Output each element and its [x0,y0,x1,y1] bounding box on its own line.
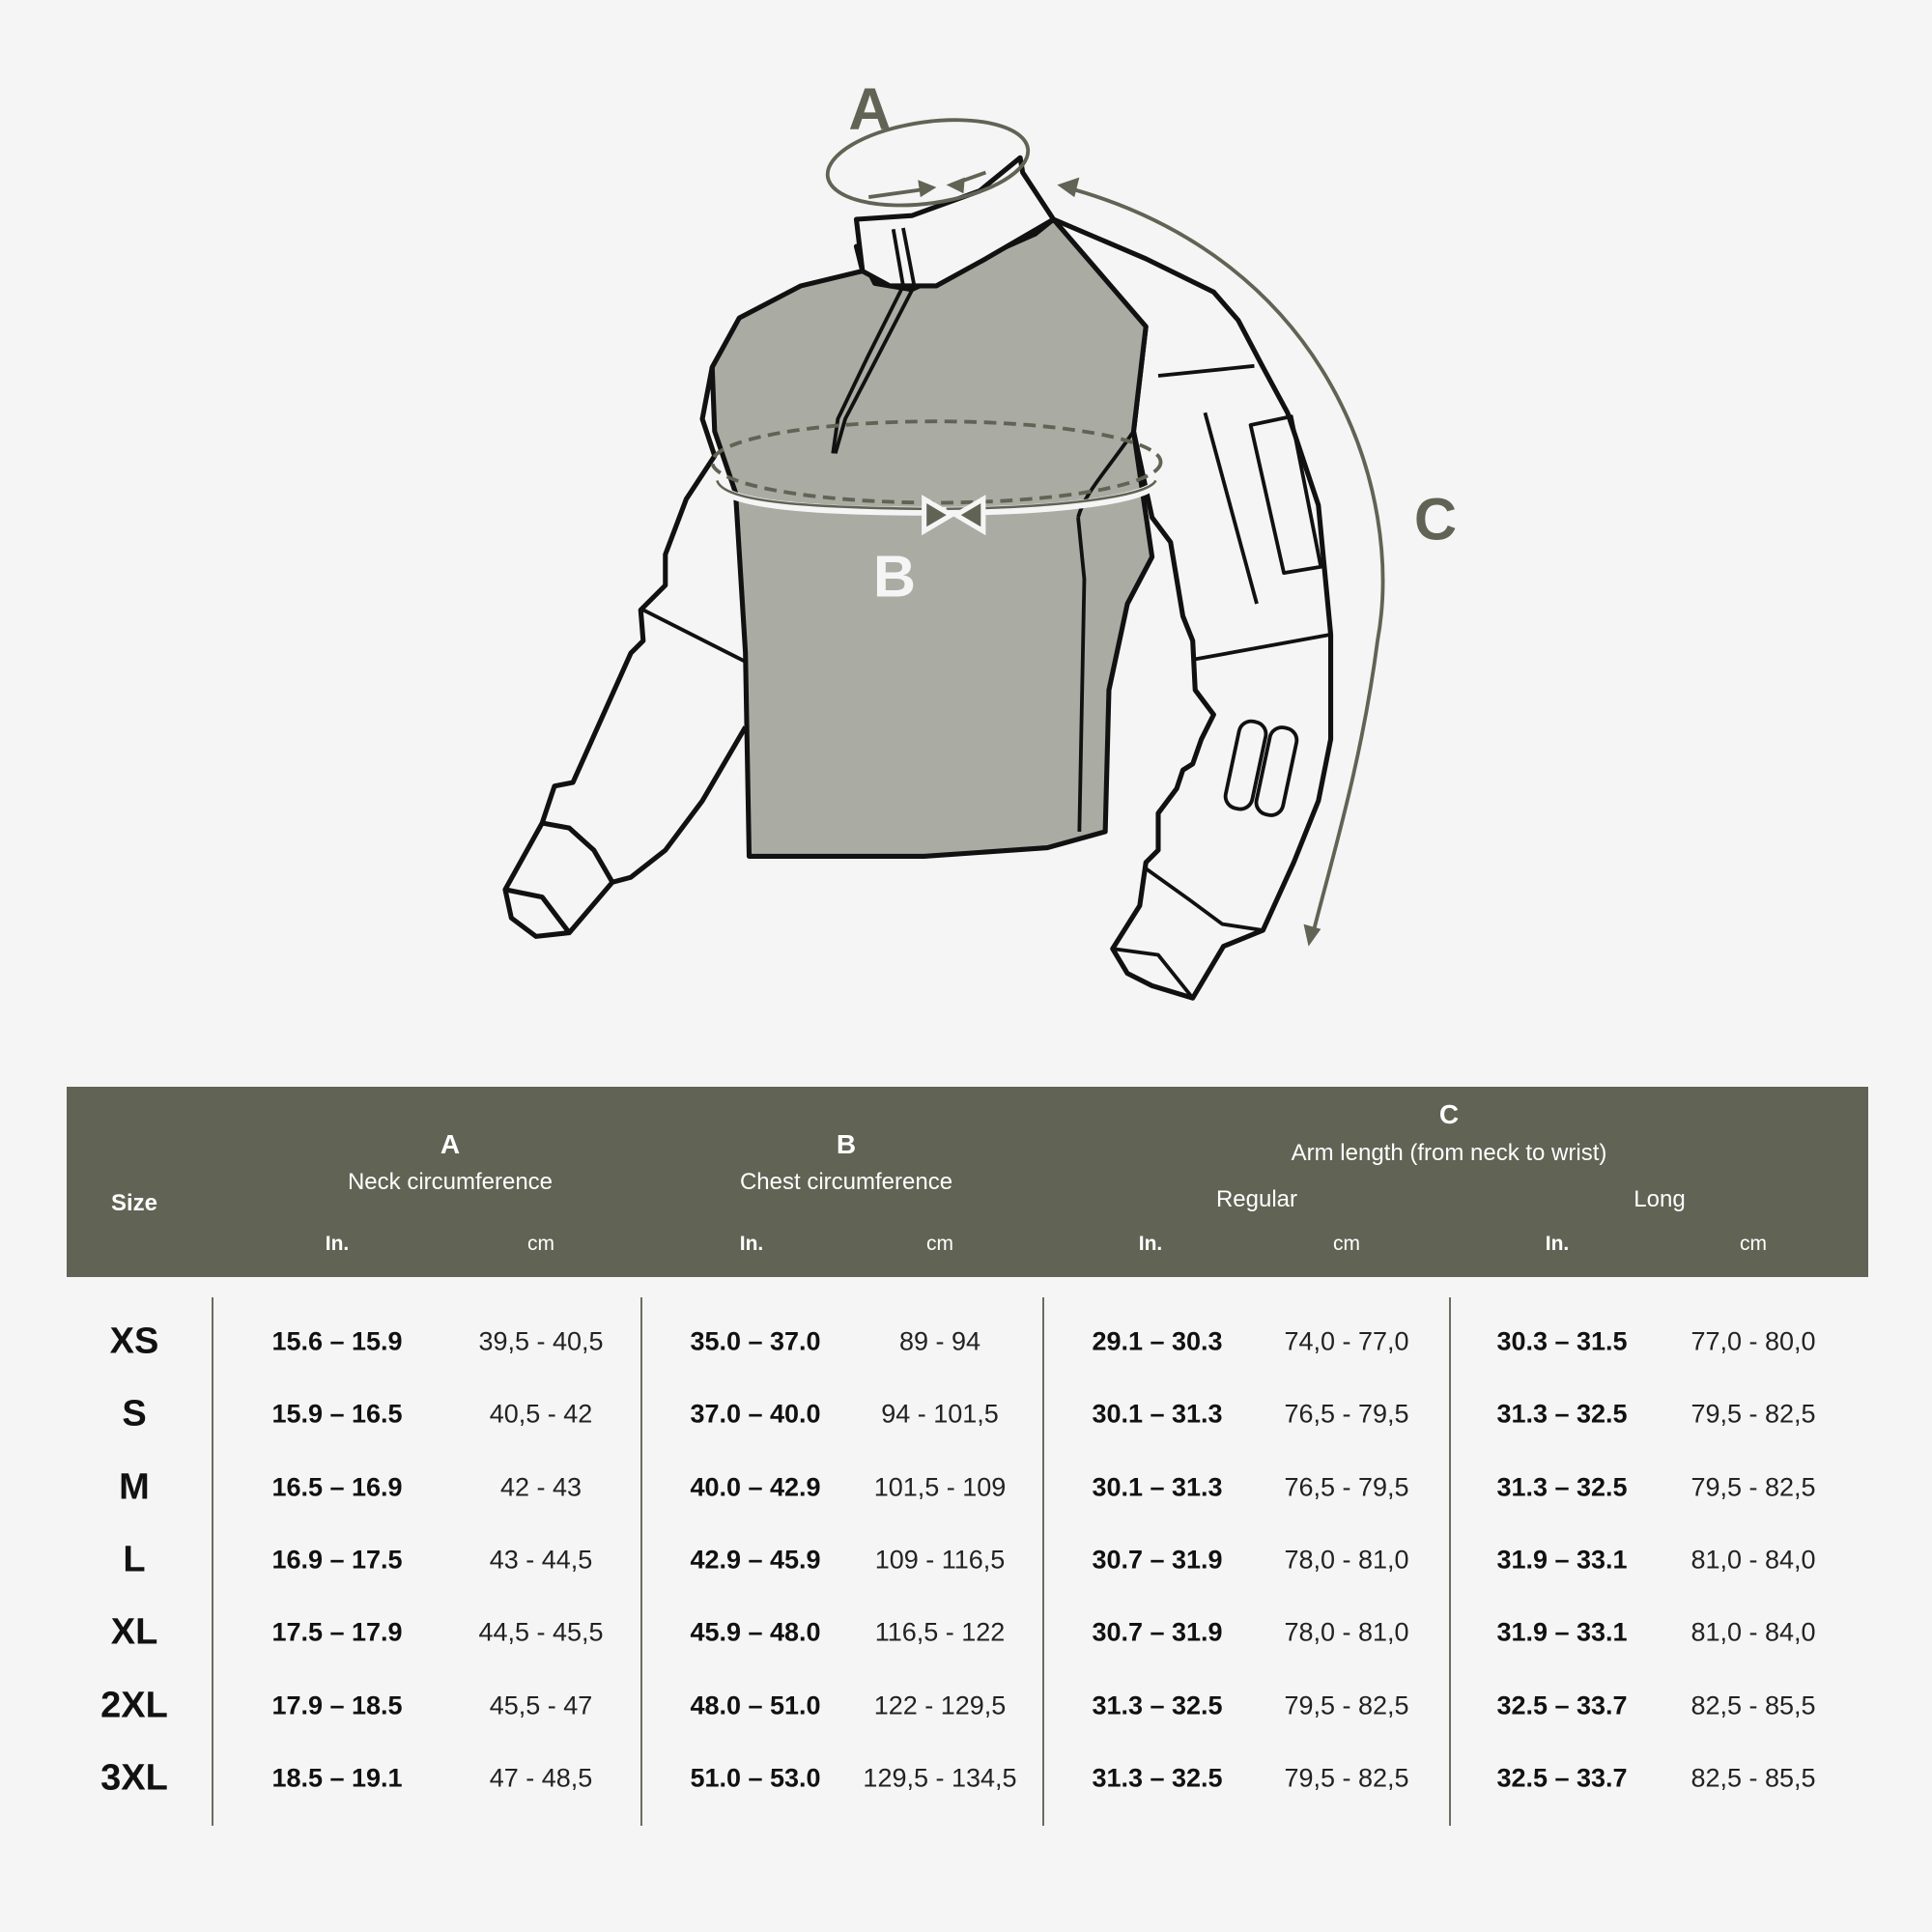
header-c-letter: C [1438,1099,1460,1129]
cell-cr-cm: 76,5 - 79,5 [1284,1472,1409,1502]
cell-a-cm: 45,5 - 47 [489,1690,593,1719]
cell-a-in: 16.9 – 17.5 [271,1545,403,1575]
cell-a-cm: 44,5 - 45,5 [478,1617,604,1647]
cell-cl-cm: 82,5 - 85,5 [1690,1690,1816,1719]
cell-cl-in: 32.5 – 33.7 [1496,1690,1628,1719]
unit-cm-header: cm [1740,1233,1767,1255]
cell-cl-cm: 79,5 - 82,5 [1690,1472,1816,1502]
cell-cr-cm: 78,0 - 81,0 [1284,1617,1409,1647]
size-header: Size [110,1190,158,1216]
size-label: XL [110,1611,158,1653]
cell-b-in: 40.0 – 42.9 [690,1472,821,1502]
header-b-letter: B [836,1129,857,1159]
unit-in-header: In. [1545,1233,1570,1255]
cell-cl-cm: 79,5 - 82,5 [1690,1399,1816,1429]
header-c-long: Long [1634,1186,1686,1212]
size-label: L [123,1539,146,1580]
cell-cl-in: 31.9 – 33.1 [1496,1617,1628,1647]
arm-measure-c [1065,185,1385,937]
left-sleeve [502,366,748,939]
unit-in-header: In. [739,1233,764,1255]
unit-cm-header: cm [926,1233,953,1255]
cell-a-cm: 39,5 - 40,5 [478,1326,604,1356]
cell-cr-in: 29.1 – 30.3 [1092,1326,1223,1356]
cell-b-cm: 109 - 116,5 [874,1545,1006,1575]
cell-b-in: 42.9 – 45.9 [690,1545,821,1575]
unit-in-header: In. [325,1233,350,1255]
cell-a-in: 18.5 – 19.1 [271,1763,403,1793]
cell-b-in: 45.9 – 48.0 [690,1617,821,1647]
cell-cl-cm: 81,0 - 84,0 [1690,1545,1816,1575]
header-c-title: Arm length (from neck to wrist) [1291,1140,1607,1166]
unit-cm-header: cm [527,1233,554,1255]
size-label: XS [109,1321,159,1362]
column-divider [640,1297,642,1826]
size-label: M [119,1466,150,1508]
cell-cl-in: 30.3 – 31.5 [1496,1326,1628,1356]
cell-cr-cm: 79,5 - 82,5 [1284,1763,1409,1793]
unit-cm-header: cm [1333,1233,1360,1255]
cell-cr-cm: 74,0 - 77,0 [1284,1326,1409,1356]
label-b: B [873,543,916,609]
cell-a-in: 17.9 – 18.5 [271,1690,403,1719]
cell-cr-cm: 79,5 - 82,5 [1284,1690,1409,1719]
cell-a-in: 15.9 – 16.5 [271,1399,403,1429]
header-c-regular: Regular [1215,1186,1298,1212]
cell-b-in: 37.0 – 40.0 [690,1399,821,1429]
cell-b-in: 51.0 – 53.0 [690,1763,821,1793]
cell-b-cm: 116,5 - 122 [874,1617,1006,1647]
cell-b-cm: 89 - 94 [898,1326,981,1356]
label-c: C [1414,487,1457,553]
cell-cl-cm: 82,5 - 85,5 [1690,1763,1816,1793]
cell-a-in: 15.6 – 15.9 [271,1326,403,1356]
cell-cr-in: 30.7 – 31.9 [1092,1617,1223,1647]
cell-cr-cm: 78,0 - 81,0 [1284,1545,1409,1575]
cell-b-cm: 129,5 - 134,5 [863,1763,1017,1793]
column-divider [1449,1297,1451,1826]
header-a-letter: A [440,1129,461,1159]
cell-b-cm: 122 - 129,5 [873,1690,1007,1719]
cell-a-cm: 43 - 44,5 [489,1545,593,1575]
size-label: 2XL [100,1685,168,1725]
cell-a-cm: 47 - 48,5 [489,1763,593,1793]
cell-a-in: 17.5 – 17.9 [271,1617,403,1647]
unit-in-header: In. [1138,1233,1163,1255]
cell-cl-in: 31.9 – 33.1 [1496,1545,1628,1575]
column-divider [212,1297,213,1826]
cell-cl-cm: 81,0 - 84,0 [1690,1617,1816,1647]
cell-cl-in: 31.3 – 32.5 [1496,1472,1628,1502]
cell-b-in: 48.0 – 51.0 [690,1690,821,1719]
cell-cr-in: 30.7 – 31.9 [1092,1545,1223,1575]
cell-cr-in: 30.1 – 31.3 [1092,1472,1223,1502]
cell-a-in: 16.5 – 16.9 [271,1472,403,1502]
header-a-title: Neck circumference [347,1169,554,1195]
size-label: 3XL [100,1757,168,1799]
header-b-title: Chest circumference [739,1169,953,1195]
cell-cl-in: 32.5 – 33.7 [1496,1763,1628,1793]
column-divider [1042,1297,1044,1826]
cell-cr-in: 31.3 – 32.5 [1092,1690,1223,1719]
size-label: S [122,1393,147,1435]
cell-cl-cm: 77,0 - 80,0 [1690,1326,1816,1356]
shirt-measurement-diagram: A B C [502,76,1457,1001]
cell-cr-in: 31.3 – 32.5 [1092,1763,1223,1793]
cell-a-cm: 40,5 - 42 [489,1399,593,1429]
table-header [67,1087,1868,1277]
cell-b-cm: 94 - 101,5 [881,1399,999,1429]
cell-cl-in: 31.3 – 32.5 [1496,1399,1628,1429]
torso [709,216,1155,860]
cell-cr-cm: 76,5 - 79,5 [1284,1399,1409,1429]
cell-a-cm: 42 - 43 [499,1472,582,1502]
cell-cr-in: 30.1 – 31.3 [1092,1399,1223,1429]
cell-b-in: 35.0 – 37.0 [690,1326,821,1356]
label-a: A [848,76,891,142]
cell-b-cm: 101,5 - 109 [873,1472,1007,1502]
